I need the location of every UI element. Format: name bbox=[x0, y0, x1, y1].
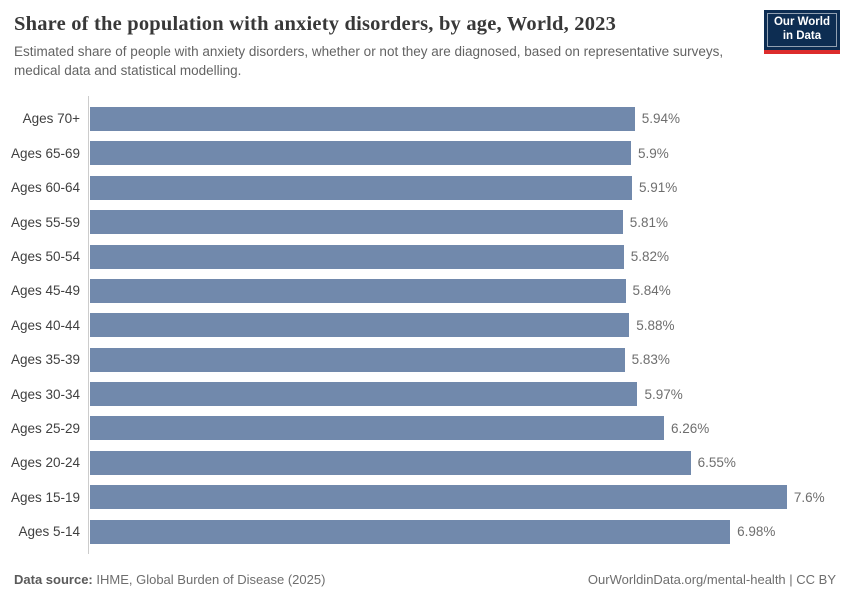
category-label: Ages 5-14 bbox=[18, 524, 80, 540]
bar-track: 5.81% bbox=[90, 210, 850, 235]
bar-track: 6.98% bbox=[90, 519, 850, 544]
bar[interactable] bbox=[90, 519, 731, 544]
bar[interactable] bbox=[90, 210, 623, 235]
bar-track: 5.88% bbox=[90, 313, 850, 338]
chart-row: Ages 5-14 6.98% bbox=[0, 514, 850, 548]
chart-row: Ages 60-64 5.91% bbox=[0, 171, 850, 205]
data-source-text: IHME, Global Burden of Disease (2025) bbox=[96, 572, 326, 587]
bar[interactable] bbox=[90, 106, 635, 131]
value-label: 6.55% bbox=[697, 455, 736, 471]
category-label: Ages 45-49 bbox=[10, 283, 80, 299]
chart-row: Ages 65-69 5.9% bbox=[0, 136, 850, 170]
chart-row: Ages 45-49 5.84% bbox=[0, 274, 850, 308]
category-label: Ages 25-29 bbox=[10, 420, 80, 436]
bar[interactable] bbox=[90, 313, 630, 338]
credit-link[interactable]: OurWorldinData.org/mental-health | CC BY bbox=[587, 572, 836, 587]
value-label: 5.83% bbox=[631, 352, 670, 368]
value-label: 6.26% bbox=[671, 420, 710, 436]
data-source-label: Data source: bbox=[14, 572, 93, 587]
category-label: Ages 60-64 bbox=[10, 180, 80, 196]
bar-track: 5.91% bbox=[90, 175, 850, 200]
chart-row: Ages 55-59 5.81% bbox=[0, 205, 850, 239]
value-label: 5.91% bbox=[638, 180, 678, 196]
logo-line-1: Our World bbox=[773, 16, 830, 28]
category-label: Ages 30-34 bbox=[10, 386, 80, 402]
bar[interactable] bbox=[90, 450, 691, 475]
value-label: 5.81% bbox=[629, 214, 669, 230]
chart-row: Ages 25-29 6.26% bbox=[0, 411, 850, 445]
category-label: Ages 55-59 bbox=[10, 214, 80, 230]
bar[interactable] bbox=[90, 347, 625, 372]
bar-track: 5.84% bbox=[90, 278, 850, 303]
chart-row: Ages 15-19 7.6% bbox=[0, 480, 850, 514]
chart-row: Ages 40-44 5.88% bbox=[0, 308, 850, 342]
bar-track: 6.55% bbox=[90, 450, 850, 475]
bar-track: 5.94% bbox=[90, 106, 850, 131]
bar[interactable] bbox=[90, 278, 626, 303]
value-label: 5.97% bbox=[644, 386, 683, 402]
chart-row: Ages 50-54 5.82% bbox=[0, 239, 850, 273]
bar-track: 5.82% bbox=[90, 244, 850, 269]
bar-track: 5.97% bbox=[90, 382, 850, 407]
category-label: Ages 20-24 bbox=[10, 455, 80, 471]
data-source: Data source: IHME, Global Burden of Dise… bbox=[14, 572, 325, 587]
value-label: 6.98% bbox=[737, 524, 776, 540]
chart-row: Ages 70+ 5.94% bbox=[0, 102, 850, 136]
category-label: Ages 70+ bbox=[22, 111, 80, 127]
category-label: Ages 65-69 bbox=[10, 145, 80, 161]
category-label: Ages 40-44 bbox=[10, 317, 80, 333]
owid-logo-frame: Our World in Data bbox=[766, 13, 837, 47]
category-label: Ages 35-39 bbox=[10, 352, 80, 368]
bar-track: 5.83% bbox=[90, 347, 850, 372]
category-label: Ages 15-19 bbox=[10, 489, 80, 505]
bar[interactable] bbox=[90, 485, 787, 510]
chart-row: Ages 30-34 5.97% bbox=[0, 377, 850, 411]
page-title: Share of the population with anxiety dis… bbox=[14, 13, 617, 35]
bar[interactable] bbox=[90, 382, 638, 407]
value-label: 7.6% bbox=[793, 489, 825, 505]
bar-track: 6.26% bbox=[90, 416, 850, 441]
bar-track: 7.6% bbox=[90, 485, 850, 510]
category-label: Ages 50-54 bbox=[10, 249, 80, 265]
bar-track: 5.9% bbox=[90, 141, 850, 166]
value-label: 5.9% bbox=[638, 145, 669, 161]
value-label: 5.84% bbox=[632, 283, 671, 299]
bar[interactable] bbox=[90, 416, 665, 441]
chart-row: Ages 20-24 6.55% bbox=[0, 446, 850, 480]
chart-rows: Ages 70+ 5.94% Ages 65-69 5.9% Ages 60-6… bbox=[0, 95, 850, 554]
chart-footer: Data source: IHME, Global Burden of Dise… bbox=[14, 572, 836, 587]
value-label: 5.82% bbox=[630, 249, 669, 265]
logo-line-2: in Data bbox=[782, 29, 822, 42]
value-label: 5.94% bbox=[641, 111, 680, 127]
bar[interactable] bbox=[90, 141, 632, 166]
value-label: 5.88% bbox=[636, 317, 675, 333]
bar[interactable] bbox=[90, 244, 624, 269]
chart-subtitle: Estimated share of people with anxiety d… bbox=[14, 44, 724, 78]
owid-logo[interactable]: Our World in Data bbox=[763, 10, 840, 54]
chart-row: Ages 35-39 5.83% bbox=[0, 343, 850, 377]
bar[interactable] bbox=[90, 175, 632, 200]
